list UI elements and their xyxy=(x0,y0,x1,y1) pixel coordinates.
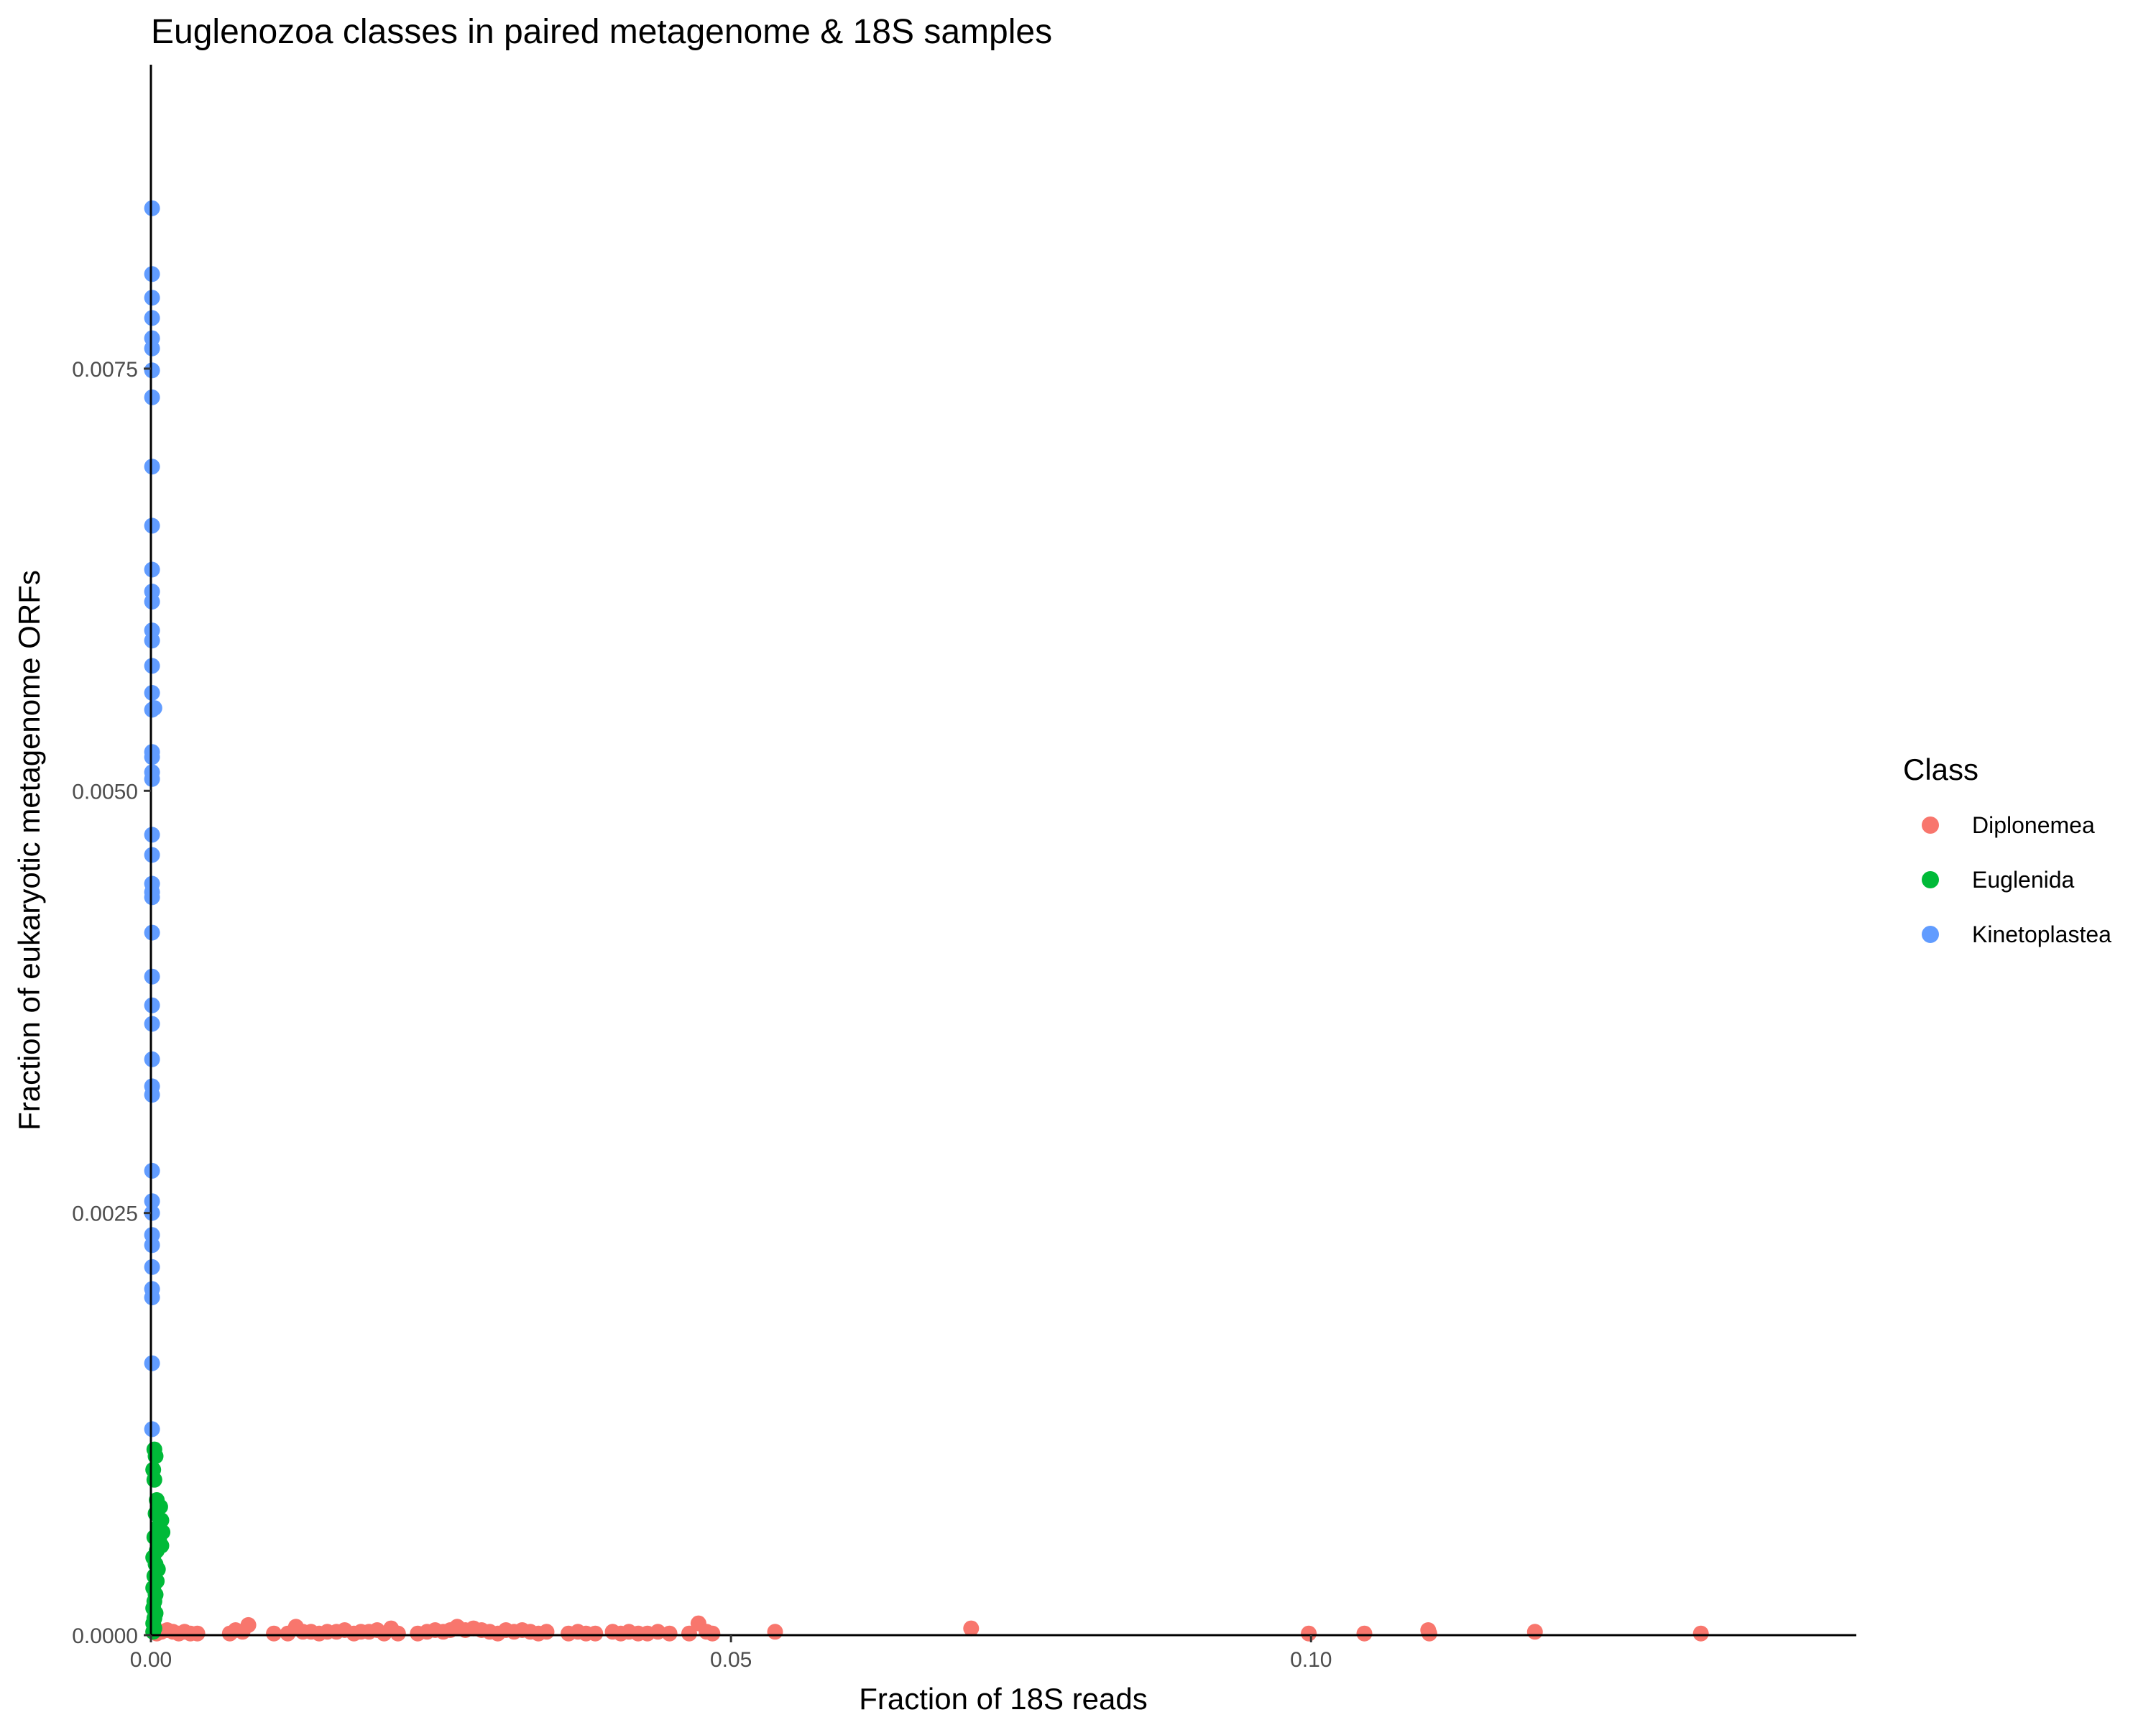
legend-label-kinetoplastea: Kinetoplastea xyxy=(1972,921,2111,947)
chart-title: Euglenozoa classes in paired metagenome … xyxy=(151,13,1052,51)
kinetoplastea-point xyxy=(144,561,160,578)
legend-key-kinetoplastea xyxy=(1922,926,1939,943)
diplonemea-point xyxy=(767,1624,783,1640)
diplonemea-point xyxy=(266,1625,282,1642)
legend: Class Diplonemea Euglenida Kinetoplastea xyxy=(1903,753,2111,947)
legend-entries: Diplonemea Euglenida Kinetoplastea xyxy=(1922,812,2111,947)
x-axis-title: Fraction of 18S reads xyxy=(859,1682,1148,1716)
diplonemea-point xyxy=(1356,1625,1373,1642)
kinetoplastea-point xyxy=(144,632,160,649)
x-tick-label: 0.00 xyxy=(130,1648,172,1672)
diplonemea-point xyxy=(240,1616,257,1633)
diplonemea-point xyxy=(189,1625,206,1642)
kinetoplastea-point xyxy=(144,290,160,306)
kinetoplastea-point xyxy=(144,685,160,701)
kinetoplastea-point xyxy=(144,1355,160,1371)
diplonemea-point xyxy=(1692,1625,1709,1642)
kinetoplastea-point xyxy=(144,658,160,674)
kinetoplastea-point xyxy=(144,1193,160,1210)
kinetoplastea-point xyxy=(144,594,160,610)
diplonemea-point xyxy=(1421,1625,1437,1642)
kinetoplastea-point xyxy=(144,924,160,941)
y-tick-label: 0.0025 xyxy=(72,1202,138,1226)
kinetoplastea-point xyxy=(144,389,160,405)
kinetoplastea-point xyxy=(144,310,160,326)
kinetoplastea-point xyxy=(144,1087,160,1103)
diplonemea-point xyxy=(538,1624,555,1640)
kinetoplastea-point xyxy=(144,1259,160,1275)
kinetoplastea-point xyxy=(144,362,160,379)
kinetoplastea-point xyxy=(146,700,162,717)
kinetoplastea-point xyxy=(144,1421,160,1438)
x-ticks: 0.00 0.05 0.10 xyxy=(130,1635,1332,1672)
kinetoplastea-point xyxy=(144,266,160,282)
kinetoplastea-point xyxy=(144,1051,160,1067)
diplonemea-point xyxy=(704,1625,721,1642)
legend-key-euglenida xyxy=(1922,871,1939,888)
diplonemea-point xyxy=(661,1625,678,1642)
diplonemea-point xyxy=(390,1625,406,1642)
y-tick-label: 0.0000 xyxy=(72,1624,138,1648)
kinetoplastea-point xyxy=(144,847,160,863)
kinetoplastea-point xyxy=(144,749,160,765)
kinetoplastea-point xyxy=(144,518,160,534)
diplonemea-point xyxy=(1526,1624,1543,1640)
x-tick-label: 0.10 xyxy=(1290,1648,1332,1672)
y-tick-label: 0.0050 xyxy=(72,780,138,804)
legend-key-diplonemea xyxy=(1922,816,1939,834)
diplonemea-point xyxy=(963,1620,980,1637)
diplonemea-point xyxy=(1301,1625,1317,1642)
kinetoplastea-point xyxy=(144,200,160,216)
diplonemea-point xyxy=(587,1625,604,1642)
kinetoplastea-point xyxy=(144,340,160,356)
kinetoplastea-point xyxy=(144,459,160,475)
kinetoplastea-point xyxy=(144,770,160,787)
diplonemea-point xyxy=(681,1625,697,1642)
y-axis-title: Fraction of eukaryotic metagenome ORFs xyxy=(12,570,46,1131)
euglenida-point xyxy=(146,1471,162,1488)
legend-label-euglenida: Euglenida xyxy=(1972,867,2075,893)
kinetoplastea-point xyxy=(144,1162,160,1179)
plot-points xyxy=(144,200,1709,1642)
kinetoplastea-point xyxy=(144,827,160,843)
legend-title: Class xyxy=(1903,753,1978,786)
kinetoplastea-point xyxy=(144,1205,160,1221)
kinetoplastea-point xyxy=(144,1289,160,1306)
kinetoplastea-point xyxy=(144,889,160,906)
euglenida-point xyxy=(145,1624,162,1640)
y-ticks: 0.0000 0.0025 0.0050 0.0075 xyxy=(72,358,151,1648)
x-tick-label: 0.05 xyxy=(710,1648,752,1672)
kinetoplastea-point xyxy=(144,997,160,1013)
legend-label-diplonemea: Diplonemea xyxy=(1972,812,2095,838)
kinetoplastea-point xyxy=(144,968,160,985)
kinetoplastea-point xyxy=(144,1016,160,1032)
y-tick-label: 0.0075 xyxy=(72,358,138,382)
kinetoplastea-point xyxy=(144,1237,160,1254)
